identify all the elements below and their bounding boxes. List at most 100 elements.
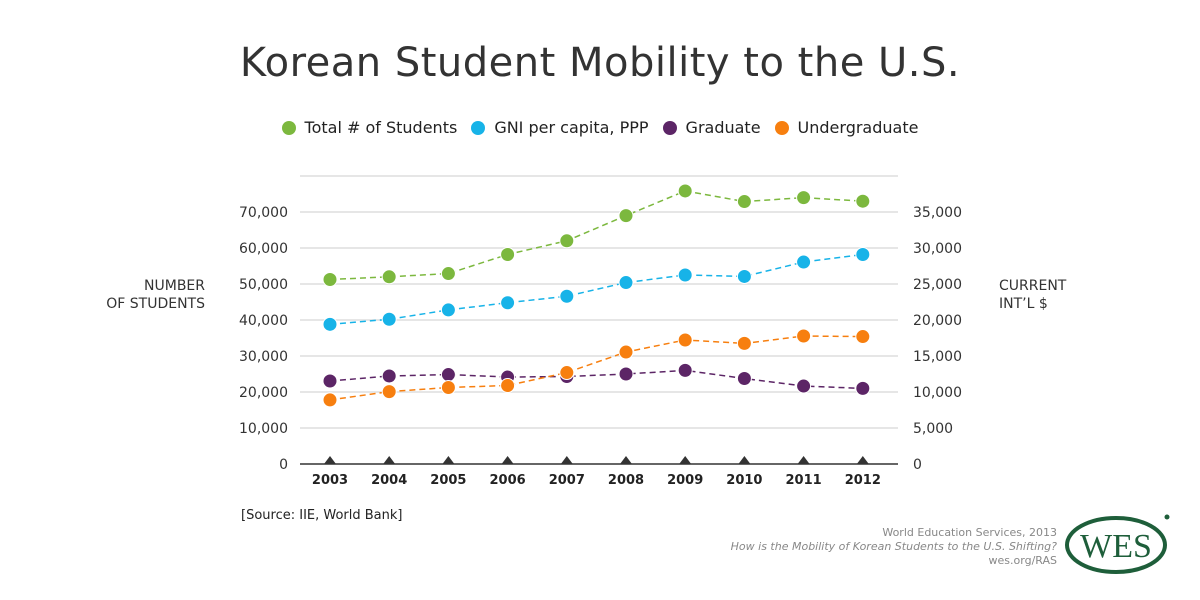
series-line-gni-per-capita-ppp: [329, 253, 863, 326]
legend-marker-undergraduate: [774, 120, 789, 135]
x-tick-triangle-icon: [679, 456, 692, 464]
y-tick-label: 60,000: [239, 241, 288, 257]
data-point-total-of-students: [796, 190, 812, 206]
x-tick-triangle-icon: [620, 456, 632, 464]
data-point-gni-per-capita-ppp: [618, 275, 634, 291]
data-point-total-of-students: [322, 272, 338, 287]
data-point-undergraduate: [618, 344, 634, 360]
series-line-graduate: [329, 369, 863, 390]
data-point-gni-per-capita-ppp: [500, 295, 516, 311]
data-point-undergraduate: [677, 332, 693, 348]
legend-marker-graduate: [662, 120, 677, 135]
right-axis-title-line1: CURRENT: [999, 278, 1067, 294]
left-axis-title-line1: NUMBER: [144, 278, 205, 294]
data-point-graduate: [322, 373, 338, 389]
x-tick-label: 2010: [726, 473, 762, 488]
source-note: [Source: IIE, World Bank]: [241, 508, 403, 523]
x-tick-triangle-icon: [324, 456, 336, 464]
x-tick-label: 2007: [549, 473, 585, 488]
y-tick-label: 50,000: [239, 277, 288, 293]
data-point-total-of-students: [559, 233, 575, 249]
data-point-gni-per-capita-ppp: [322, 316, 338, 332]
logo-ellipse: [1065, 516, 1167, 574]
legend-label: Graduate: [685, 118, 761, 137]
legend-item-gni: GNI per capita, PPP: [471, 118, 649, 137]
y-tick-label: 30,000: [239, 349, 288, 365]
series-line-total-of-students: [329, 190, 863, 281]
legend-item-total: Total # of Students: [281, 118, 457, 137]
right-axis-title-line2: INT’L $: [999, 296, 1048, 312]
data-point-total-of-students: [677, 183, 693, 199]
x-tick-label: 2004: [371, 473, 407, 488]
x-tick-label: 2009: [667, 473, 703, 488]
x-tick-label: 2011: [786, 473, 822, 488]
data-point-total-of-students: [618, 208, 634, 224]
series-line-undergraduate: [329, 335, 863, 401]
data-point-total-of-students: [736, 194, 752, 210]
legend-label: Undergraduate: [797, 118, 919, 137]
chart-title: Korean Student Mobility to the U.S.: [239, 40, 961, 86]
legend-item-graduate: Graduate: [662, 118, 761, 137]
credit-block: World Education Services, 2013 How is th…: [731, 526, 1057, 568]
data-point-graduate: [618, 366, 634, 382]
data-point-gni-per-capita-ppp: [796, 254, 812, 270]
y-tick-label: 40,000: [239, 313, 288, 329]
data-point-gni-per-capita-ppp: [677, 267, 693, 283]
data-point-undergraduate: [559, 365, 575, 381]
x-tick-label: 2008: [608, 473, 644, 488]
x-tick-label: 2003: [312, 473, 348, 488]
data-point-undergraduate: [796, 328, 812, 344]
y2-tick-label: 10,000: [913, 385, 962, 401]
x-tick-triangle-icon: [383, 456, 396, 464]
x-tick-label: 2005: [430, 473, 466, 488]
data-point-graduate: [381, 368, 397, 384]
legend-marker-total: [281, 120, 296, 135]
data-point-graduate: [796, 378, 812, 394]
x-tick-label: 2012: [845, 473, 881, 488]
data-point-undergraduate: [736, 335, 752, 351]
data-point-total-of-students: [500, 246, 516, 262]
y-tick-label: 0: [279, 457, 288, 473]
wes-logo: WES: [1065, 514, 1170, 574]
x-tick-triangle-icon: [560, 456, 573, 464]
x-tick-triangle-icon: [442, 456, 455, 464]
legend-item-undergraduate: Undergraduate: [774, 118, 919, 137]
data-point-undergraduate: [440, 380, 456, 395]
data-point-undergraduate: [500, 378, 516, 394]
data-point-total-of-students: [381, 269, 397, 285]
x-tick-triangle-icon: [501, 456, 514, 464]
data-point-graduate: [440, 367, 456, 383]
legend: Total # of Students GNI per capita, PPP …: [0, 118, 1200, 137]
x-tick-triangle-icon: [797, 456, 810, 464]
data-point-undergraduate: [381, 384, 397, 400]
y2-tick-label: 15,000: [913, 349, 962, 365]
legend-label: GNI per capita, PPP: [494, 118, 649, 137]
y2-tick-label: 0: [913, 457, 922, 473]
data-point-graduate: [736, 371, 752, 386]
x-tick-triangle-icon: [856, 456, 869, 464]
data-point-gni-per-capita-ppp: [381, 311, 397, 327]
data-point-undergraduate: [322, 392, 338, 408]
data-point-graduate: [855, 380, 871, 396]
left-axis-title: NUMBER OF STUDENTS: [60, 277, 205, 313]
right-axis-title: CURRENT INT’L $: [999, 277, 1066, 313]
data-point-gni-per-capita-ppp: [736, 268, 752, 284]
x-tick-label: 2006: [490, 473, 526, 488]
data-point-total-of-students: [855, 193, 871, 209]
credit-report-title: How is the Mobility of Korean Students t…: [730, 540, 1057, 553]
y-tick-label: 10,000: [239, 421, 288, 437]
y2-tick-label: 20,000: [913, 313, 962, 329]
y-tick-label: 70,000: [239, 205, 288, 221]
logo-text: WES: [1080, 528, 1152, 565]
data-point-total-of-students: [440, 266, 456, 282]
data-point-gni-per-capita-ppp: [440, 302, 456, 318]
data-point-undergraduate: [855, 329, 871, 345]
registered-mark-icon: [1164, 514, 1170, 520]
y2-tick-label: 30,000: [913, 241, 962, 257]
credit-org: World Education Services, 2013: [882, 526, 1057, 539]
data-point-graduate: [677, 362, 693, 378]
y-tick-label: 20,000: [239, 385, 288, 401]
credit-url: wes.org/RAS: [988, 554, 1057, 567]
y2-tick-label: 35,000: [913, 205, 962, 221]
